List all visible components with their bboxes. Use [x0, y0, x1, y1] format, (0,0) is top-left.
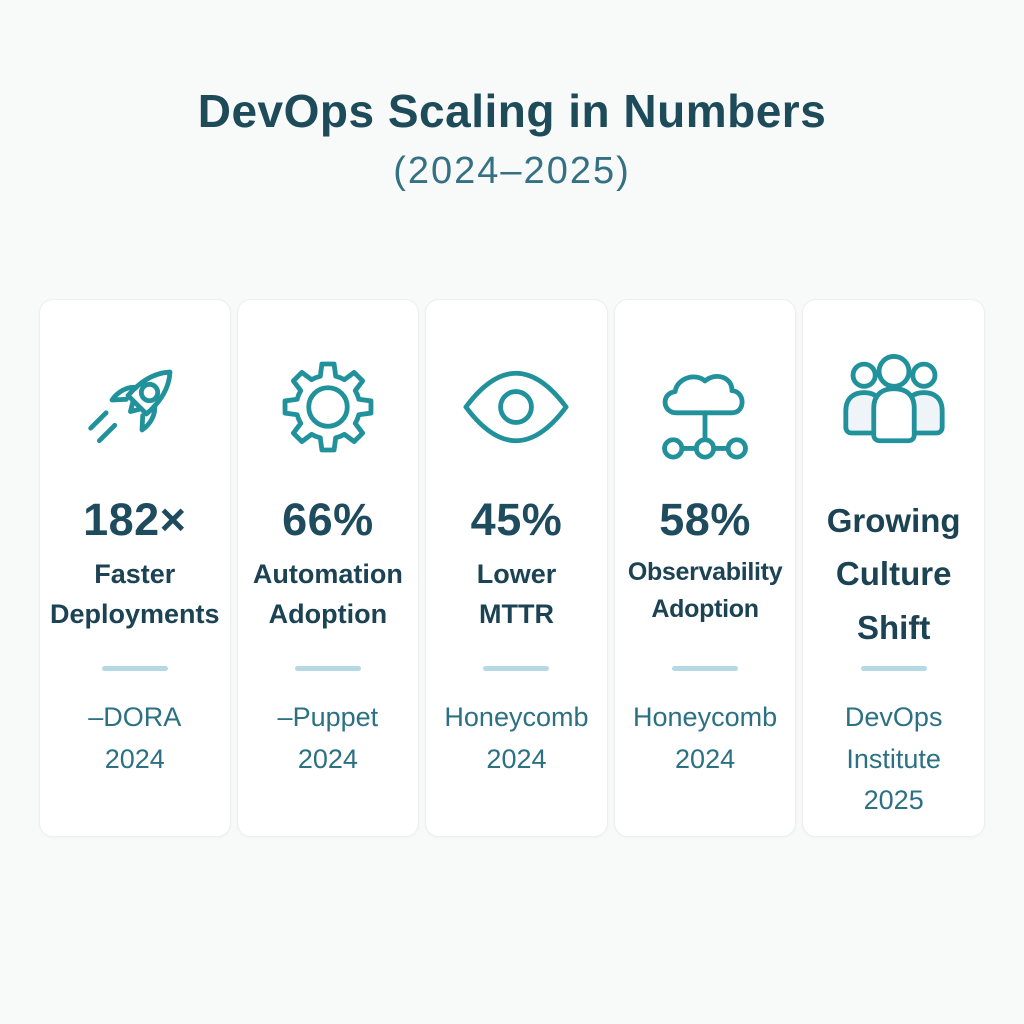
card-observability-adoption: 58% Observability Adoption Honeycomb 202…	[613, 298, 797, 837]
stat-source: DevOps Institute 2025	[844, 701, 943, 816]
card-lower-mttr: 45% Lower MTTR Honeycomb 2024	[425, 298, 608, 837]
stat-label: Lower MTTR	[476, 558, 557, 630]
divider	[101, 665, 168, 671]
divider	[860, 665, 927, 671]
stat-value: 182×	[83, 493, 187, 545]
page-title: DevOps Scaling in Numbers	[197, 85, 827, 137]
stat-label: Faster Deployments	[50, 558, 220, 630]
divider	[672, 665, 739, 671]
stat-source: Honeycomb 2024	[444, 701, 589, 774]
stat-zone: 45% Lower MTTR	[436, 494, 597, 666]
stat-source: –Puppet 2024	[277, 701, 379, 774]
divider	[294, 665, 361, 671]
people-icon	[813, 348, 974, 466]
card-automation-adoption: 66% Automation Adoption –Puppet 2024	[236, 298, 420, 837]
stat-heading: Growing Culture Shift	[826, 501, 961, 646]
rocket-icon	[50, 348, 220, 466]
stat-value: 58%	[659, 493, 751, 545]
stat-zone: Growing Culture Shift	[813, 494, 974, 666]
stat-zone: 66% Automation Adoption	[248, 494, 409, 666]
divider	[483, 665, 550, 671]
stat-source: –DORA 2024	[88, 701, 182, 774]
stat-label: Automation Adoption	[252, 558, 403, 630]
stat-zone: 58% Observability Adoption	[625, 494, 786, 666]
stat-cards: 182× Faster Deployments –DORA 2024 66% A…	[39, 298, 985, 837]
eye-icon	[436, 348, 597, 466]
card-faster-deployments: 182× Faster Deployments –DORA 2024	[39, 298, 231, 837]
stat-label: Observability Adoption	[627, 557, 783, 624]
stat-source: Honeycomb 2024	[633, 701, 778, 774]
gear-icon	[248, 348, 409, 466]
stat-zone: 182× Faster Deployments	[50, 494, 220, 666]
header: DevOps Scaling in Numbers (2024–2025)	[0, 0, 1024, 195]
card-culture-shift: Growing Culture Shift DevOps Institute 2…	[802, 298, 985, 837]
stat-value: 66%	[282, 493, 374, 545]
cloud-network-icon	[625, 348, 786, 466]
page-subtitle: (2024–2025)	[393, 150, 631, 193]
stat-value: 45%	[470, 493, 563, 545]
